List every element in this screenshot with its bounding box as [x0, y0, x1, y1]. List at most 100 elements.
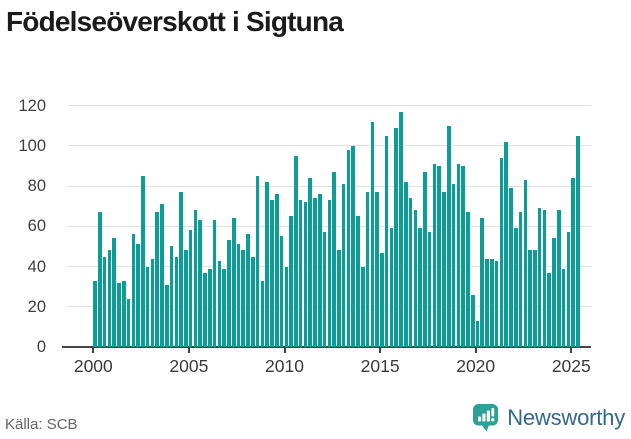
bar	[145, 266, 150, 347]
bar	[509, 188, 513, 347]
gridline	[67, 185, 591, 187]
y-axis-tick-label: 80	[27, 177, 46, 196]
x-axis-tick-label: 2010	[265, 356, 304, 376]
bar	[404, 182, 408, 347]
bar	[294, 155, 298, 347]
x-axis-tick	[379, 347, 382, 353]
bar	[384, 135, 389, 347]
bar	[274, 194, 279, 347]
bar	[121, 280, 126, 347]
x-axis-tick-label: 2015	[360, 356, 400, 376]
bar	[437, 166, 442, 347]
bar	[365, 192, 370, 347]
bar	[260, 280, 265, 347]
bar	[480, 218, 485, 347]
bar	[155, 212, 160, 347]
bar	[556, 210, 561, 347]
bar	[360, 266, 365, 347]
bar	[466, 212, 470, 347]
bar	[184, 250, 188, 347]
bar	[255, 176, 260, 347]
bar	[561, 268, 566, 347]
bar	[537, 208, 542, 347]
y-axis-tick-label: 20	[27, 297, 46, 316]
bar	[375, 192, 379, 347]
bar	[279, 236, 284, 347]
bar	[308, 178, 312, 347]
bar	[217, 260, 222, 347]
bar	[576, 135, 580, 347]
bar	[251, 256, 255, 347]
y-axis-tick-label: 40	[27, 257, 46, 276]
bar	[327, 200, 332, 347]
bar	[442, 192, 446, 347]
bar	[432, 164, 437, 347]
bar	[289, 216, 293, 347]
bar	[265, 182, 269, 347]
bar	[107, 250, 112, 347]
bar	[322, 232, 327, 347]
x-axis-tick	[570, 347, 573, 353]
gridline	[67, 105, 591, 107]
x-axis-tick	[283, 347, 286, 353]
bar	[313, 198, 317, 347]
newsworthy-logo: Newsworthy	[472, 403, 625, 432]
bar	[523, 180, 528, 347]
bar	[284, 266, 289, 347]
bar	[165, 284, 169, 347]
bar	[566, 232, 571, 347]
bar	[571, 178, 575, 347]
bar	[303, 202, 308, 347]
source-label: Källa: SCB	[5, 416, 78, 433]
bar	[518, 212, 523, 347]
bar	[533, 250, 537, 347]
bar	[126, 298, 131, 347]
bar	[370, 121, 375, 347]
x-axis-tick	[187, 347, 190, 353]
bar	[447, 125, 451, 347]
bar	[141, 176, 145, 347]
bar	[456, 164, 461, 347]
bar	[337, 250, 341, 347]
bar	[418, 228, 422, 347]
bar	[461, 166, 465, 347]
bar	[236, 244, 241, 347]
bar	[389, 228, 394, 347]
x-axis-line	[62, 346, 591, 348]
bar	[212, 220, 217, 347]
bar	[222, 268, 226, 347]
bar	[552, 238, 556, 347]
bar	[399, 111, 403, 347]
bar	[499, 157, 504, 347]
bar	[317, 194, 322, 347]
bar	[270, 200, 274, 347]
bar	[547, 272, 551, 347]
bar	[93, 280, 97, 347]
y-axis-tick-label: 120	[18, 96, 46, 115]
bar	[169, 246, 174, 347]
y-axis-tick-label: 0	[36, 338, 46, 356]
bar	[380, 252, 384, 347]
bar	[427, 232, 432, 347]
y-axis-tick-label: 100	[18, 136, 46, 155]
bar	[150, 258, 155, 347]
bar	[231, 218, 236, 347]
bar	[413, 210, 418, 347]
bar	[98, 212, 102, 347]
bar	[136, 244, 140, 347]
bar	[241, 250, 246, 347]
bar	[102, 256, 107, 347]
bar	[542, 210, 547, 347]
x-axis-tick	[92, 347, 95, 353]
x-axis-tick-label: 2005	[169, 356, 209, 376]
bar	[490, 258, 494, 347]
bar	[131, 234, 136, 347]
bar	[174, 256, 179, 347]
bar	[528, 250, 532, 347]
bar	[475, 320, 480, 347]
bar	[246, 234, 250, 347]
bar	[356, 216, 360, 347]
bar	[394, 127, 399, 347]
y-axis-tick-label: 60	[27, 217, 46, 236]
